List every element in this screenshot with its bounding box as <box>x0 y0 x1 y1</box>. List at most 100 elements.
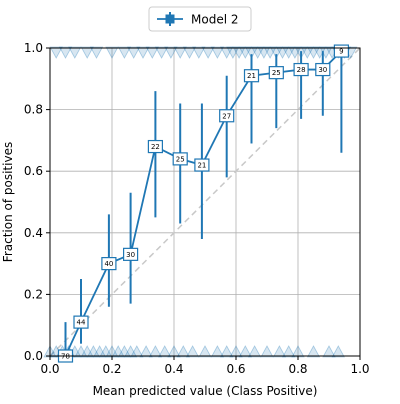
data-point-marker <box>315 62 331 77</box>
y-tick-label: 0.2 <box>24 287 43 301</box>
data-point-marker <box>101 257 117 271</box>
data-point-count-label: 22 <box>151 143 160 151</box>
rug-marker-top <box>58 46 73 59</box>
rug-marker-bottom <box>111 345 125 358</box>
rug-marker-top <box>117 46 132 59</box>
rug-marker-top <box>220 46 234 59</box>
rug-marker-top <box>136 46 150 59</box>
legend-label: Model 2 <box>191 13 238 27</box>
rug-marker-bottom <box>247 345 262 358</box>
rug-marker-top <box>145 46 159 59</box>
rug-marker-top <box>232 46 246 59</box>
data-point-marker <box>194 158 210 172</box>
rug-marker-bottom <box>185 345 200 358</box>
rug-marker-top <box>300 46 314 59</box>
data-point-count-label: 25 <box>176 155 185 163</box>
x-tick-label: 0.0 <box>40 362 59 376</box>
data-point-marker <box>243 69 260 83</box>
rug-marker-top <box>269 46 283 59</box>
data-point-marker <box>122 247 139 261</box>
x-tick-label: 0.4 <box>164 362 183 376</box>
data-point-count-label: 40 <box>104 260 113 268</box>
legend: Model 2 <box>148 6 252 32</box>
data-point-marker <box>293 62 309 77</box>
legend-square <box>165 14 175 24</box>
tick-layer: 0.0 0.2 0.4 0.6 0.8 1.0 0.0 0.2 0.4 0.6 0.8 1.0 <box>24 41 370 376</box>
x-tick-label: 0.8 <box>288 362 307 376</box>
rug-marker-top <box>238 46 252 59</box>
rug-marker-bottom <box>158 345 172 358</box>
rug-marker-top <box>263 46 277 59</box>
data-point-count-label: 21 <box>197 162 206 170</box>
rug-marker-bottom <box>220 345 234 358</box>
data-point-count-label: 44 <box>77 319 86 327</box>
legend-box <box>148 6 252 32</box>
rug-marker-top <box>282 46 296 59</box>
data-point-count-label: 27 <box>222 112 231 120</box>
reference-diagonal <box>49 47 361 357</box>
data-point-marker <box>219 109 235 123</box>
data-point-count-label: 9 <box>339 48 343 56</box>
rug-marker-bottom <box>198 345 212 358</box>
rug-marker-bottom <box>322 345 336 358</box>
x-tick-label: 1.0 <box>350 362 369 376</box>
rug-marker-top <box>226 46 240 59</box>
rug-marker-bottom <box>306 345 321 358</box>
axes-border <box>49 47 361 357</box>
rug-marker-bottom <box>86 345 101 358</box>
rug-marker-top <box>257 46 271 59</box>
rug-marker-top <box>288 46 302 59</box>
rug-marker-bottom <box>282 345 296 358</box>
rug-marker-top <box>68 46 82 59</box>
rug-marker-bottom <box>176 345 190 358</box>
rug-marker-top <box>306 46 321 59</box>
data-point-marker <box>73 315 89 329</box>
rug-marker-bottom <box>331 345 345 358</box>
rug-marker-bottom <box>92 345 107 358</box>
rug-marker-top <box>127 46 141 59</box>
data-point-count-label: 30 <box>126 251 135 259</box>
rug-marker-top <box>89 46 104 59</box>
y-axis-label: Fraction of positives <box>1 142 15 262</box>
rug-marker-bottom <box>238 345 252 358</box>
data-point-count-label: 28 <box>297 66 306 74</box>
perfect-calibration-line <box>49 47 361 357</box>
rug-marker-top <box>154 46 169 59</box>
rug-marker-top <box>182 46 197 59</box>
x-tick-label: 0.2 <box>102 362 121 376</box>
data-point-count-label: 21 <box>247 72 256 80</box>
data-point-count-label: 25 <box>272 69 281 77</box>
rug-marker-bottom <box>210 345 225 358</box>
x-tick-label: 0.6 <box>226 362 245 376</box>
rug-marker-bottom <box>130 345 144 358</box>
rug-marker-bottom <box>99 345 113 358</box>
rug-marker-bottom <box>139 345 153 358</box>
y-tick-label: 0.0 <box>24 349 43 363</box>
legend-marker-icon <box>157 12 183 26</box>
rug-marker-top <box>201 46 215 59</box>
rug-marker-bottom <box>260 345 274 358</box>
rug-marker-bottom <box>74 345 88 358</box>
rug-marker-top <box>49 46 63 59</box>
data-point-marker <box>172 152 188 166</box>
y-tick-label: 0.4 <box>24 226 43 240</box>
data-point-marker <box>147 139 163 154</box>
rug-marker-top <box>164 46 178 59</box>
y-tick-label: 0.6 <box>24 164 43 178</box>
rug-marker-bottom <box>123 345 138 358</box>
y-tick-label: 0.8 <box>24 103 43 117</box>
data-point-marker <box>268 66 284 80</box>
y-tick-label: 1.0 <box>24 41 43 55</box>
data-point-count-label: 30 <box>318 66 327 74</box>
rug-marker-top <box>244 46 259 59</box>
axes-frame <box>49 47 361 357</box>
x-axis-label: Mean predicted value (Class Positive) <box>93 384 318 398</box>
rug-marker-top <box>192 46 206 59</box>
rug-marker-top <box>275 46 290 59</box>
rug-marker-bottom <box>272 345 287 358</box>
rug-marker-bottom <box>148 345 163 358</box>
rug-marker-top <box>251 46 265 59</box>
